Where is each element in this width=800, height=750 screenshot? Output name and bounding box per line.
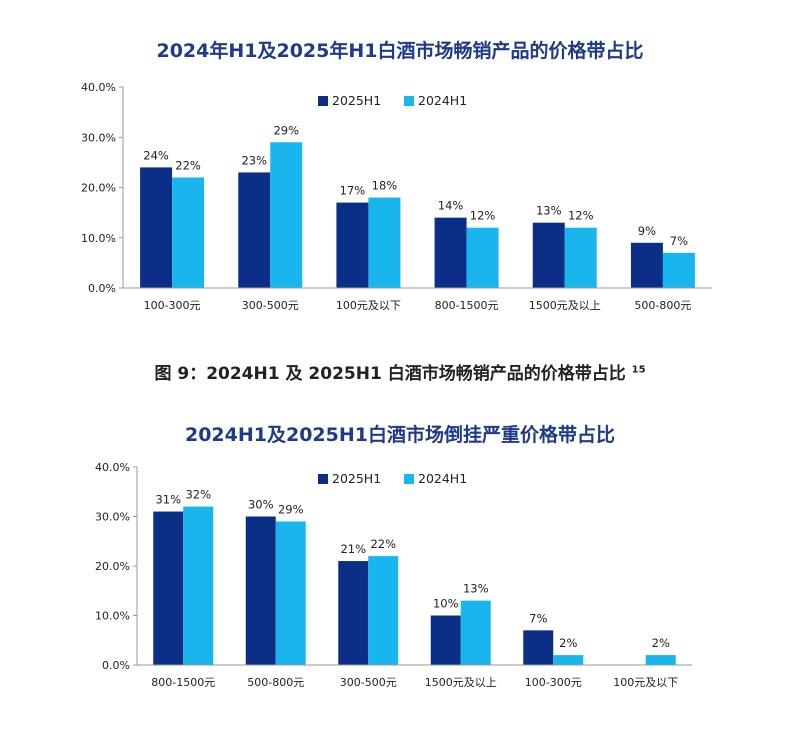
chart1-bar-2025h1-1 (245, 516, 276, 665)
chart1-x-tick-label: 100元及以下 (613, 676, 678, 689)
chart1-bar-2025h1-4 (523, 630, 554, 665)
chart0-legend-label-2025h1: 2025H1 (332, 93, 381, 108)
chart0-bar-2025h1-1 (238, 172, 271, 288)
chart1-data-label: 2% (559, 636, 577, 650)
chart1-plot: 0.0% 10.0% 20.0% 30.0% 40.0% 24% 22% 100-300元 23… (81, 81, 712, 312)
figure-caption-footnote: 15 (631, 364, 646, 376)
chart1-data-label: 32% (185, 488, 211, 502)
chart1-bar-2024h1-5 (645, 655, 676, 665)
chart0-data-label: 12% (470, 209, 496, 223)
chart0-x-tick-label: 800-1500元 (435, 299, 499, 312)
chart1-data-label: 13% (463, 582, 489, 596)
chart1-x-tick-label: 1500元及以上 (425, 676, 497, 689)
chart0-data-label: 18% (372, 179, 398, 193)
chart0-y-tick-label: 20.0% (81, 182, 116, 195)
chart0-x-tick-label: 1500元及以上 (529, 299, 601, 312)
chart1-bar-2024h1-3 (460, 600, 491, 665)
chart1-x-tick-label: 800-1500元 (151, 676, 215, 689)
chart1-y-tick-label: 10.0% (95, 610, 130, 623)
chart0-x-tick-label: 500-800元 (634, 299, 691, 312)
chart1-bar-2025h1-2 (338, 561, 369, 665)
chart0-data-label: 24% (143, 148, 169, 162)
chart1-x-tick-label: 300-500元 (340, 676, 397, 689)
chart0-data-label: 7% (670, 234, 688, 248)
chart1-bar-2025h1-0 (153, 511, 184, 665)
chart1-data-label: 22% (370, 537, 396, 551)
chart0-data-label: 14% (438, 199, 464, 213)
chart0-y-tick-label: 10.0% (81, 232, 116, 245)
chart0-bar-2024h1-3 (466, 227, 499, 288)
chart0-bar-2024h1-0 (172, 177, 205, 288)
chart0-data-label: 23% (241, 153, 267, 167)
chart1-bar-2025h1-3 (430, 615, 461, 665)
chart1-legend-label-2024h1: 2024H1 (418, 471, 467, 486)
chart1-bar-2024h1-4 (553, 655, 584, 665)
chart1-data-label: 7% (529, 611, 547, 625)
chart0-bar-2025h1-2 (336, 202, 369, 288)
chart1-legend-swatch-2024h1 (404, 474, 414, 484)
chart1-y-tick-label: 40.0% (95, 461, 130, 474)
chart0-y-tick-label: 40.0% (81, 81, 116, 94)
chart0-legend-swatch-2025h1 (318, 96, 328, 106)
chart0-legend-label-2024h1: 2024H1 (418, 93, 467, 108)
figure-caption: 图 9：2024H1 及 2025H1 白酒市场畅销产品的价格带占比 15 (0, 359, 800, 384)
chart1-title: 2024年H1及2025年H1白酒市场畅销产品的价格带占比 (156, 40, 644, 62)
chart1-y-tick-label: 30.0% (95, 511, 130, 524)
chart1-data-label: 10% (433, 597, 459, 611)
chart0-bar-2024h1-2 (368, 197, 401, 288)
chart0-data-label: 29% (273, 123, 299, 137)
chart1-data-label: 31% (155, 493, 181, 507)
chart1-x-tick-label: 500-800元 (247, 676, 304, 689)
chart1-bar-2024h1-0 (183, 506, 214, 665)
chart0-bar-2025h1-0 (140, 167, 173, 288)
chart0-bar-2025h1-3 (434, 217, 467, 288)
chart1-bar-2024h1-1 (275, 521, 306, 665)
chart0-data-label: 22% (175, 158, 201, 172)
chart0-bar-2025h1-5 (630, 242, 663, 288)
chart0-x-tick-label: 300-500元 (242, 299, 299, 312)
chart1-y-tick-label: 0.0% (102, 659, 130, 672)
chart0-bar-2024h1-1 (270, 142, 303, 288)
chart2-plot: 0.0% 10.0% 20.0% 30.0% 40.0% 31% 32% 800-1500元 3… (95, 461, 692, 689)
chart0-data-label: 9% (638, 224, 656, 238)
chart1-x-tick-label: 100-300元 (525, 676, 582, 689)
chart0-data-label: 17% (340, 184, 366, 198)
chart1-legend-label-2025h1: 2025H1 (332, 471, 381, 486)
chart1-legend-swatch-2025h1 (318, 474, 328, 484)
chart0-bar-2024h1-5 (662, 252, 695, 288)
chart0-data-label: 12% (568, 209, 594, 223)
chart0-y-tick-label: 0.0% (88, 282, 116, 295)
chart1-y-tick-label: 20.0% (95, 560, 130, 573)
chart0-bar-2025h1-4 (532, 222, 565, 288)
chart2-title: 2024H1及2025H1白酒市场倒挂严重价格带占比 (184, 424, 615, 446)
chart0-bar-2024h1-4 (564, 227, 597, 288)
chart1-data-label: 29% (278, 502, 304, 516)
chart0-x-tick-label: 100元及以下 (336, 299, 401, 312)
chart1-data-label: 21% (340, 542, 366, 556)
chart0-x-tick-label: 100-300元 (144, 299, 201, 312)
chart1-data-label: 2% (652, 636, 670, 650)
chart0-legend-swatch-2024h1 (404, 96, 414, 106)
chart0-data-label: 13% (536, 204, 562, 218)
figure-caption-text: 图 9：2024H1 及 2025H1 白酒市场畅销产品的价格带占比 (154, 364, 626, 384)
chart1-bar-2024h1-2 (368, 556, 399, 665)
chart0-y-tick-label: 30.0% (81, 131, 116, 144)
chart1-data-label: 30% (248, 498, 274, 512)
